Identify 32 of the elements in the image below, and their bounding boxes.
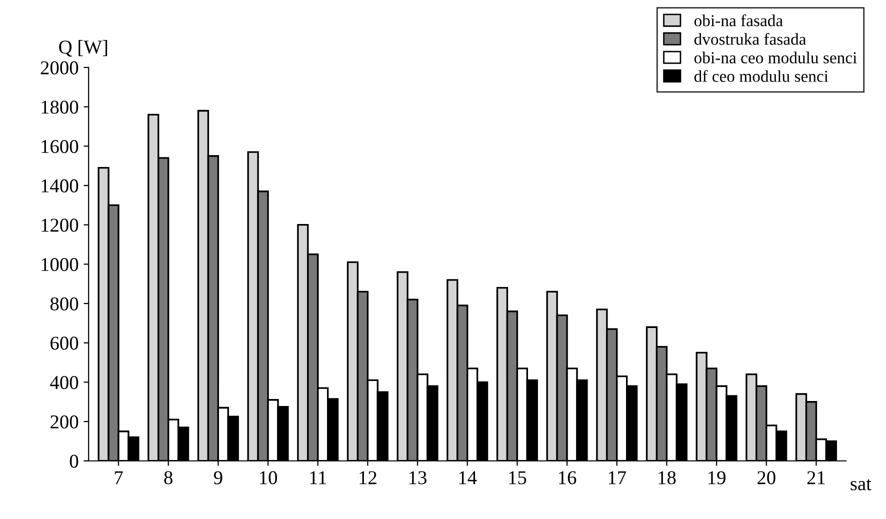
y-tick-label: 0 [70,454,78,468]
x-tick-label: 16 [559,471,576,484]
y-tick-label: 600 [50,336,78,350]
x-tick-label: 15 [509,471,526,484]
legend-label: dvostruka fasada [694,32,806,45]
y-tick-label: 1400 [42,179,78,192]
y-axis-title: Q [W] [59,40,108,57]
y-tick-label: 1000 [42,258,78,272]
legend-label: obi-na ceo modulu senci [694,52,857,64]
y-tick-label: 1600 [42,140,78,154]
y-tick-label: 2000 [40,61,78,74]
x-tick-label: 20 [758,471,776,484]
x-tick-label: 7 [114,471,123,484]
legend-label: obi-na fasada [694,14,783,26]
x-tick-label: 12 [360,471,376,484]
x-tick-label: 8 [164,471,172,484]
x-tick-label: 19 [708,471,726,484]
x-tick-label: 14 [459,471,477,484]
x-tick-label: 17 [608,471,626,484]
x-tick-label: 21 [807,471,825,484]
x-tick-label: 13 [410,471,426,484]
x-tick-label: 18 [658,471,676,484]
y-tick-label: 1800 [42,100,78,114]
x-tick-label: 11 [310,471,326,484]
y-tick-label: 1200 [42,218,78,232]
x-tick-label: 10 [260,471,277,484]
x-tick-label: 9 [214,471,222,484]
y-tick-label: 400 [50,376,78,390]
x-axis-title: sat [850,479,872,490]
legend-label: df ceo modulu senci [694,70,828,82]
y-tick-label: 800 [50,297,78,310]
y-tick-label: 200 [50,415,78,428]
